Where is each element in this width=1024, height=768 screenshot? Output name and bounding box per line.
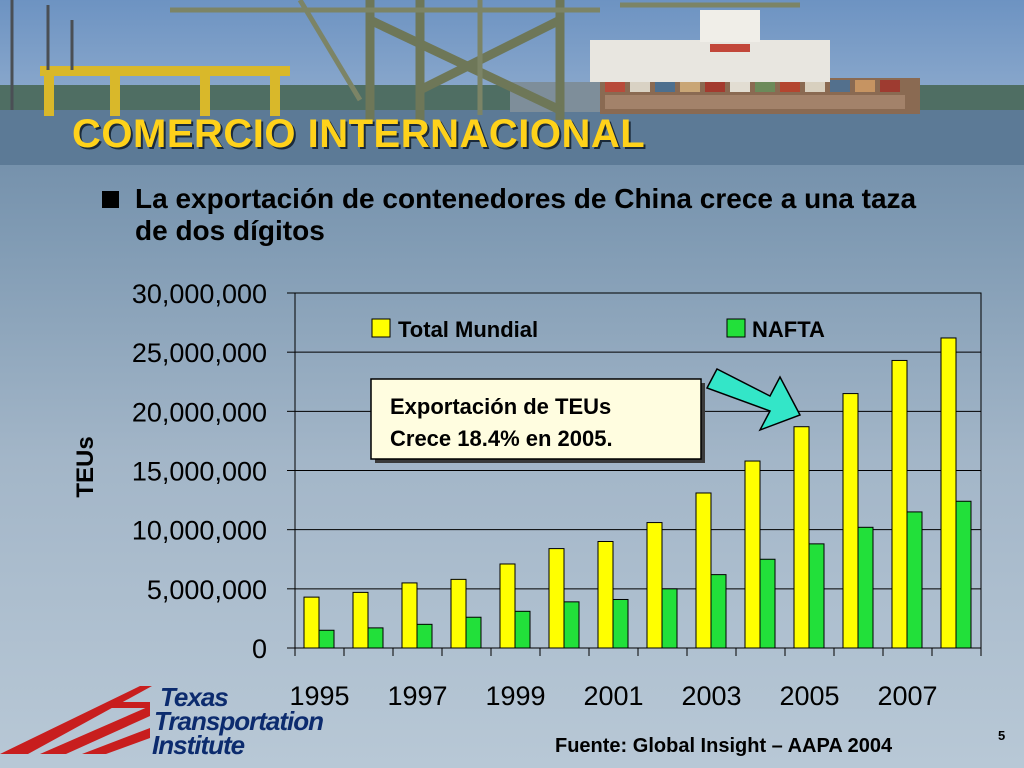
bar-nafta — [612, 598, 629, 649]
legend-label-total-mundial: Total Mundial — [398, 317, 538, 342]
y-tick-label: 15,000,000 — [132, 457, 267, 487]
annotation-box — [370, 378, 702, 460]
legend-label-nafta: NAFTA — [752, 317, 825, 342]
bullet-point: La exportación de contenedores de China … — [100, 183, 920, 247]
y-tick-label: 0 — [252, 634, 267, 664]
logo-line-2: Transportation — [154, 706, 324, 736]
slide-title: COMERCIO INTERNACIONAL — [72, 112, 646, 156]
y-tick-label: 5,000,000 — [147, 575, 267, 605]
bar-nafta — [318, 629, 335, 649]
bar-total-mundial — [646, 522, 663, 649]
header-photo — [0, 0, 1024, 165]
bar-total-mundial — [793, 426, 810, 649]
bar-nafta — [514, 610, 531, 649]
y-tick-label: 10,000,000 — [132, 516, 267, 546]
legend-swatch-total-mundial — [371, 318, 391, 338]
bar-nafta — [759, 558, 776, 649]
bar-nafta — [465, 616, 482, 649]
y-tick-label: 25,000,000 — [132, 338, 267, 368]
bar-total-mundial — [499, 563, 516, 649]
bar-nafta — [955, 500, 972, 649]
y-axis-label: TEUs — [72, 436, 99, 497]
bar-total-mundial — [842, 393, 859, 649]
x-tick-label: 1995 — [289, 681, 349, 711]
bullet-text: La exportación de contenedores de China … — [135, 183, 917, 246]
bar-nafta — [710, 574, 727, 649]
bar-total-mundial — [401, 582, 418, 649]
page-number: 5 — [998, 728, 1006, 743]
x-tick-label: 2001 — [583, 681, 643, 711]
bar-nafta — [563, 601, 580, 649]
bar-total-mundial — [891, 359, 908, 649]
source-note: Fuente: Global Insight – AAPA 2004 — [555, 735, 893, 757]
bar-total-mundial — [303, 596, 320, 649]
bar-nafta — [906, 511, 923, 649]
annotation-line-1: Exportación de TEUs — [390, 394, 611, 419]
bar-nafta — [661, 588, 678, 649]
bullet-square-icon — [102, 191, 119, 208]
logo-line-3: Institute — [152, 730, 245, 760]
logo-line-1: Texas — [160, 682, 229, 712]
bar-total-mundial — [548, 548, 565, 649]
bar-nafta — [416, 623, 433, 649]
tti-logo: Texas Transportation Institute — [0, 682, 340, 762]
bar-total-mundial — [695, 492, 712, 649]
bar-nafta — [367, 627, 384, 649]
bar-total-mundial — [744, 460, 761, 649]
x-tick-label: 2003 — [681, 681, 741, 711]
bar-nafta — [857, 526, 874, 649]
annotation-line-2: Crece 18.4% en 2005. — [390, 426, 613, 451]
y-tick-label: 20,000,000 — [132, 397, 267, 427]
bar-total-mundial — [450, 578, 467, 649]
x-tick-label: 1997 — [387, 681, 447, 711]
x-tick-label: 2005 — [779, 681, 839, 711]
legend-swatch-nafta — [726, 318, 746, 338]
bar-total-mundial — [597, 541, 614, 649]
bar-total-mundial — [940, 337, 957, 649]
callout-arrow-icon — [705, 367, 802, 432]
bar-nafta — [808, 543, 825, 649]
x-tick-label: 1999 — [485, 681, 545, 711]
y-tick-label: 30,000,000 — [132, 279, 267, 309]
x-tick-label: 2007 — [877, 681, 937, 711]
bar-total-mundial — [352, 591, 369, 649]
